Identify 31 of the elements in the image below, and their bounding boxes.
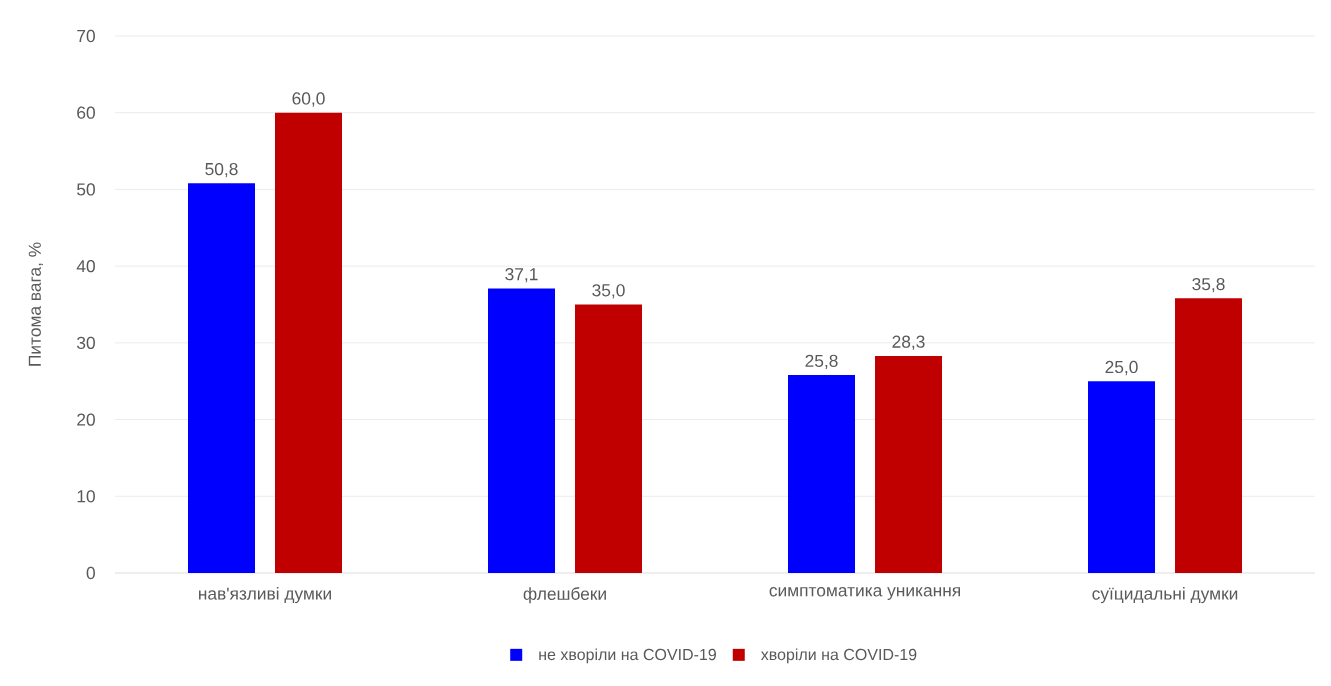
y-axis-title: Питома вага, % xyxy=(28,242,43,366)
data-label: 28,3 xyxy=(892,335,925,350)
y-tick-label: 0 xyxy=(86,566,95,580)
data-label: 60,0 xyxy=(292,92,325,107)
bar xyxy=(1175,298,1243,573)
legend-label: не хворіли на COVID-19 xyxy=(539,648,716,664)
bar xyxy=(875,355,943,573)
y-tick-label: 20 xyxy=(77,413,95,426)
bar xyxy=(188,183,255,573)
bar xyxy=(575,304,643,573)
y-tick-label: 30 xyxy=(77,336,95,349)
x-tick-label: нав'язливі думки xyxy=(199,587,331,604)
data-label: 35,8 xyxy=(1192,277,1225,293)
y-tick-label: 10 xyxy=(77,490,95,503)
data-label: 35,0 xyxy=(592,284,625,299)
y-tick-label: 40 xyxy=(76,260,95,273)
data-label: 50,8 xyxy=(205,162,238,178)
y-tick-label: 50 xyxy=(77,183,95,196)
bar xyxy=(275,112,342,573)
data-label: 25,0 xyxy=(1105,360,1138,376)
data-label: 25,8 xyxy=(805,354,838,370)
x-tick-label: флешбеки xyxy=(523,587,606,604)
bar xyxy=(788,375,856,573)
bar xyxy=(488,288,556,573)
x-tick-label: симптоматика уникання xyxy=(769,587,960,600)
y-tick-label: 60 xyxy=(77,106,95,119)
legend-label: хворіли на COVID-19 xyxy=(760,648,917,664)
y-tick-label: 70 xyxy=(77,29,95,43)
bar xyxy=(1088,381,1156,573)
x-tick-label: суїцидальні думки xyxy=(1092,587,1238,604)
data-label: 37,1 xyxy=(505,268,538,283)
